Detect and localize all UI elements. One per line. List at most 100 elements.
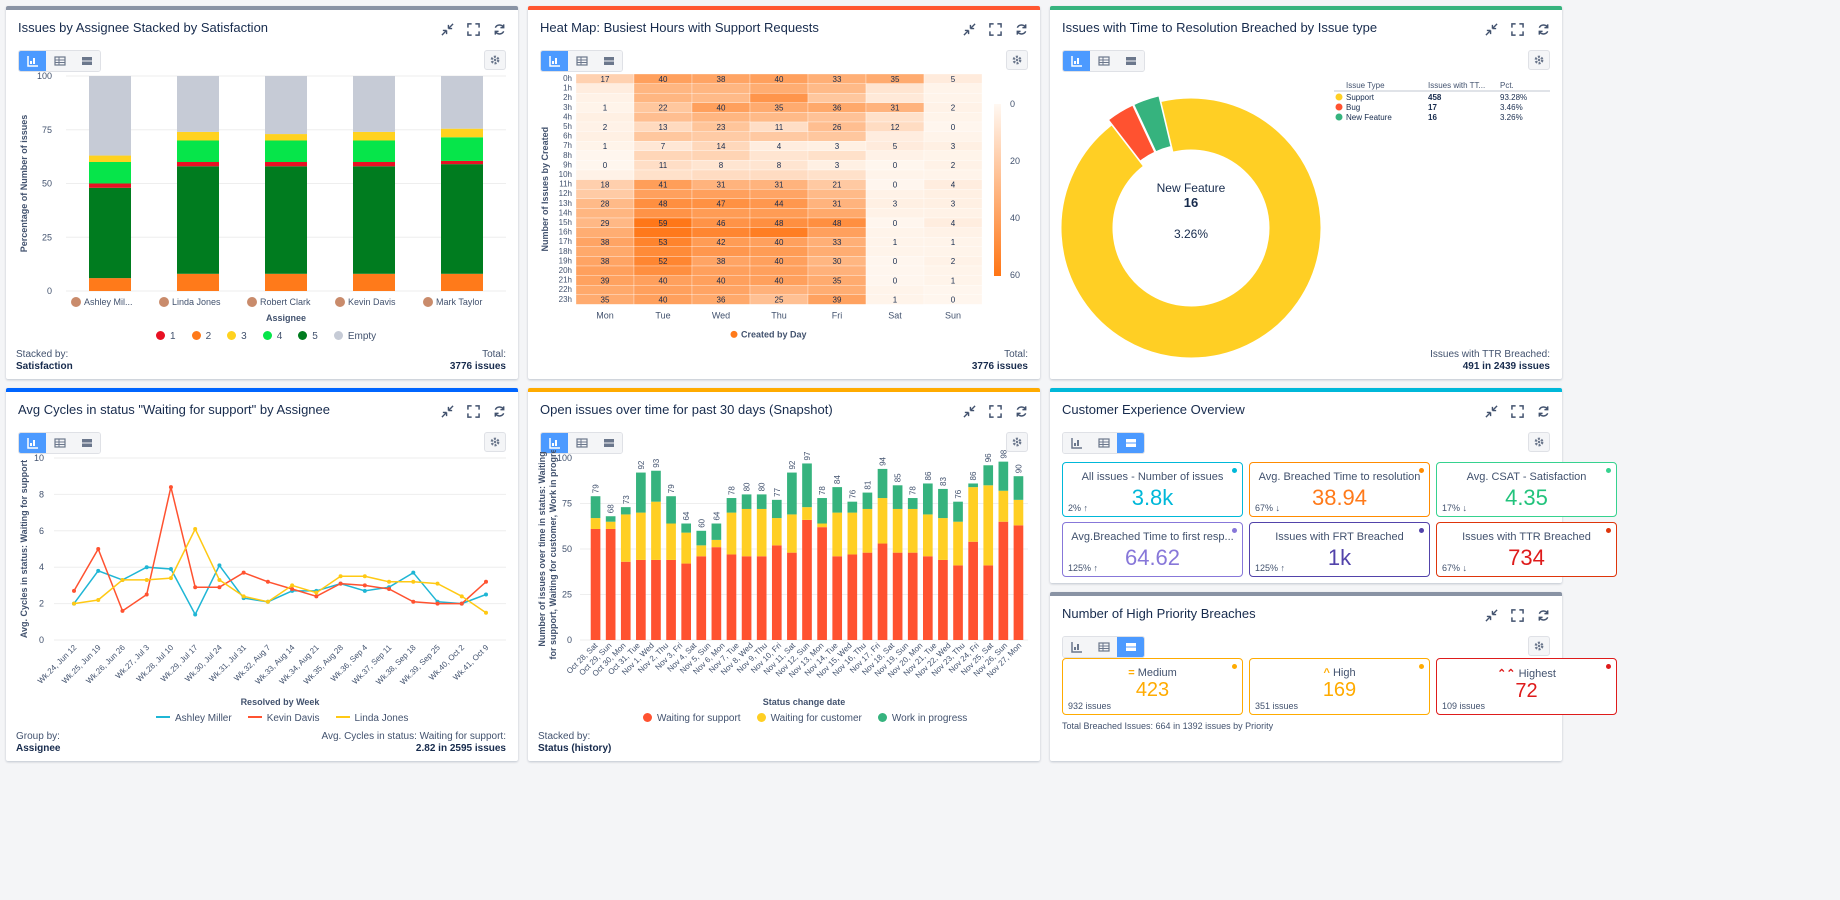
kpi-card[interactable]: Issues with FRT Breached 1k 125% ↑ xyxy=(1249,522,1430,577)
kpi-card[interactable]: Avg. CSAT - Satisfaction 4.35 17% ↓ xyxy=(1436,462,1617,517)
kpi-card[interactable]: Avg. Breached Time to resolution 38.94 67%… xyxy=(1249,462,1430,517)
card-view-icon[interactable] xyxy=(595,51,622,71)
bar-segment xyxy=(953,501,963,522)
table-view-icon[interactable] xyxy=(1090,637,1117,657)
gear-icon[interactable] xyxy=(1006,432,1028,452)
cell-label: 8 xyxy=(777,161,782,170)
card-view-icon[interactable] xyxy=(1117,51,1144,71)
legend-item[interactable]: Work in progress xyxy=(877,713,967,724)
table-view-icon[interactable] xyxy=(1090,433,1117,453)
panel-controls xyxy=(438,402,508,420)
refresh-icon[interactable] xyxy=(1534,20,1552,38)
refresh-icon[interactable] xyxy=(1012,402,1030,420)
heatmap-cell xyxy=(865,227,925,238)
legend-item[interactable]: Kevin Davis xyxy=(247,713,320,724)
kpi-card[interactable]: Avg.Breached Time to first resp... 64.62 1… xyxy=(1062,522,1243,577)
bar-segment xyxy=(938,518,948,560)
legend-pct: 3.26% xyxy=(1500,113,1523,122)
expand-icon[interactable] xyxy=(1508,606,1526,624)
chart-view-icon[interactable] xyxy=(1063,51,1090,71)
gear-icon[interactable] xyxy=(1006,50,1028,70)
legend-item[interactable]: Empty xyxy=(333,331,376,342)
table-view-icon[interactable] xyxy=(568,433,595,453)
legend-item[interactable]: Waiting for customer xyxy=(756,713,862,724)
cell-label: 8 xyxy=(719,161,724,170)
legend-pct: 3.46% xyxy=(1500,103,1523,112)
card-view-icon[interactable] xyxy=(1117,433,1144,453)
kpi-card[interactable]: All issues - Number of issues 3.8k 2% ↑ xyxy=(1062,462,1243,517)
view-switcher xyxy=(1062,50,1145,72)
bar-segment xyxy=(907,498,918,509)
card-view-icon[interactable] xyxy=(73,51,100,71)
refresh-icon[interactable] xyxy=(490,20,508,38)
legend-item[interactable]: 3 xyxy=(227,331,247,342)
collapse-icon[interactable] xyxy=(1482,402,1500,420)
heatmap-cell xyxy=(923,189,983,199)
legend-item[interactable]: 5 xyxy=(298,331,318,342)
cell-label: 0 xyxy=(603,161,608,170)
gear-icon[interactable] xyxy=(1528,432,1550,452)
donut-slice xyxy=(1133,95,1172,153)
refresh-icon[interactable] xyxy=(1012,20,1030,38)
priority-name: Highest xyxy=(1518,668,1556,680)
bar-segment xyxy=(877,498,888,544)
heatmap-cell xyxy=(923,131,983,142)
collapse-icon[interactable] xyxy=(1482,606,1500,624)
kpi-indicator-dot xyxy=(1606,468,1611,473)
expand-icon[interactable] xyxy=(986,402,1004,420)
chart-view-icon[interactable] xyxy=(1063,433,1090,453)
legend-item[interactable]: 2 xyxy=(191,331,211,342)
gear-icon[interactable] xyxy=(1528,636,1550,656)
legend-item[interactable]: Linda Jones xyxy=(335,713,408,724)
gear-icon[interactable] xyxy=(484,50,506,70)
expand-icon[interactable] xyxy=(986,20,1004,38)
legend-item[interactable]: Ashley Miller xyxy=(156,713,232,724)
priority-card[interactable]: ^ High 169 351 issues xyxy=(1249,658,1430,715)
chart-view-icon[interactable] xyxy=(19,51,46,71)
table-view-icon[interactable] xyxy=(46,51,73,71)
chart-view-icon[interactable] xyxy=(1063,637,1090,657)
kpi-label: Avg. Breached Time to resolution xyxy=(1258,471,1421,483)
bar-segment xyxy=(666,559,676,640)
y-tick-label: 0 xyxy=(47,286,52,296)
chart-view-icon[interactable] xyxy=(541,433,568,453)
collapse-icon[interactable] xyxy=(960,402,978,420)
collapse-icon[interactable] xyxy=(960,20,978,38)
priority-card[interactable]: ⌃⌃ Highest 72 109 issues xyxy=(1436,658,1617,715)
refresh-icon[interactable] xyxy=(1534,402,1552,420)
data-point xyxy=(338,574,343,579)
chart-view-icon[interactable] xyxy=(541,51,568,71)
kpi-card[interactable]: Issues with TTR Breached 734 67% ↓ xyxy=(1436,522,1617,577)
priority-card[interactable]: = Medium 423 932 issues xyxy=(1062,658,1243,715)
refresh-icon[interactable] xyxy=(490,402,508,420)
data-point xyxy=(193,612,198,617)
expand-icon[interactable] xyxy=(464,20,482,38)
chart-view-icon[interactable] xyxy=(19,433,46,453)
scale-label: 60 xyxy=(1010,270,1020,280)
table-view-icon[interactable] xyxy=(568,51,595,71)
bar-segment xyxy=(89,76,131,156)
bar-segment xyxy=(892,508,903,553)
card-view-icon[interactable] xyxy=(1117,637,1144,657)
expand-icon[interactable] xyxy=(464,402,482,420)
expand-icon[interactable] xyxy=(1508,402,1526,420)
table-view-icon[interactable] xyxy=(46,433,73,453)
legend-item[interactable]: 4 xyxy=(262,331,282,342)
gear-icon[interactable] xyxy=(1528,50,1550,70)
row-label: 8h xyxy=(563,151,572,160)
refresh-icon[interactable] xyxy=(1534,606,1552,624)
cell-label: 2 xyxy=(603,123,608,132)
collapse-icon[interactable] xyxy=(438,20,456,38)
heatmap-cell xyxy=(923,93,983,103)
heatmap-cell xyxy=(575,169,635,180)
collapse-icon[interactable] xyxy=(1482,20,1500,38)
legend-item[interactable]: 1 xyxy=(156,331,176,342)
collapse-icon[interactable] xyxy=(438,402,456,420)
expand-icon[interactable] xyxy=(1508,20,1526,38)
cell-label: 0 xyxy=(893,180,898,189)
gear-icon[interactable] xyxy=(484,432,506,452)
card-view-icon[interactable] xyxy=(595,433,622,453)
table-view-icon[interactable] xyxy=(1090,51,1117,71)
card-view-icon[interactable] xyxy=(73,433,100,453)
legend-item[interactable]: Waiting for support xyxy=(643,713,741,724)
